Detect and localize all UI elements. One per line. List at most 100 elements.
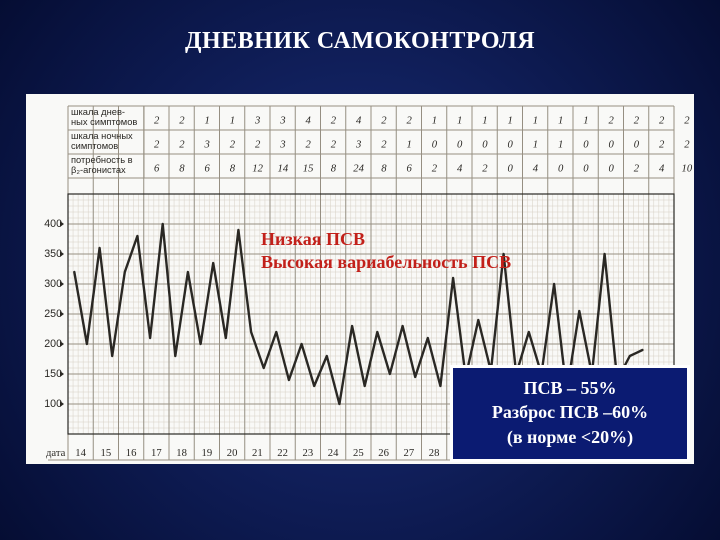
svg-text:2: 2 bbox=[634, 115, 640, 126]
svg-text:2: 2 bbox=[659, 115, 665, 126]
stat-psv-norm: (в норме <20%) bbox=[459, 425, 681, 449]
svg-text:21: 21 bbox=[252, 448, 263, 459]
svg-text:β₂-агонистах: β₂-агонистах bbox=[71, 165, 126, 175]
svg-text:22: 22 bbox=[277, 448, 288, 459]
svg-text:28: 28 bbox=[429, 448, 440, 459]
svg-text:6: 6 bbox=[406, 163, 412, 174]
svg-text:8: 8 bbox=[331, 163, 337, 174]
svg-text:300: 300 bbox=[44, 278, 62, 290]
svg-text:2: 2 bbox=[482, 163, 488, 174]
svg-text:8: 8 bbox=[179, 163, 185, 174]
svg-text:1: 1 bbox=[406, 139, 411, 150]
svg-text:шкала ночных: шкала ночных bbox=[71, 131, 133, 141]
svg-text:8: 8 bbox=[230, 163, 236, 174]
svg-text:2: 2 bbox=[381, 115, 387, 126]
svg-text:4: 4 bbox=[305, 115, 311, 126]
svg-text:6: 6 bbox=[154, 163, 160, 174]
svg-text:дата: дата bbox=[46, 448, 66, 459]
svg-text:200: 200 bbox=[44, 338, 62, 350]
svg-text:0: 0 bbox=[634, 139, 640, 150]
svg-text:250: 250 bbox=[44, 308, 62, 320]
svg-text:шкала днев-: шкала днев- bbox=[71, 107, 125, 117]
svg-text:17: 17 bbox=[151, 448, 162, 459]
overlay-line-2: Высокая вариабельность ПСВ bbox=[261, 251, 511, 274]
svg-text:14: 14 bbox=[75, 448, 86, 459]
stat-psv-value: ПСВ – 55% bbox=[459, 376, 681, 400]
svg-text:0: 0 bbox=[608, 163, 614, 174]
svg-text:2: 2 bbox=[659, 139, 665, 150]
svg-text:2: 2 bbox=[179, 139, 185, 150]
svg-text:1: 1 bbox=[558, 115, 563, 126]
svg-text:1: 1 bbox=[533, 139, 538, 150]
svg-text:2: 2 bbox=[305, 139, 311, 150]
svg-text:8: 8 bbox=[381, 163, 387, 174]
svg-text:24: 24 bbox=[353, 163, 364, 174]
svg-text:2: 2 bbox=[154, 115, 160, 126]
svg-text:3: 3 bbox=[279, 139, 285, 150]
svg-text:0: 0 bbox=[507, 139, 513, 150]
svg-text:4: 4 bbox=[659, 163, 665, 174]
svg-text:27: 27 bbox=[404, 448, 415, 459]
svg-text:2: 2 bbox=[154, 139, 160, 150]
psv-annotation: Низкая ПСВ Высокая вариабельность ПСВ bbox=[261, 228, 511, 275]
svg-text:1: 1 bbox=[507, 115, 512, 126]
svg-text:1: 1 bbox=[204, 115, 209, 126]
svg-text:1: 1 bbox=[230, 115, 235, 126]
svg-text:2: 2 bbox=[230, 139, 236, 150]
svg-text:1: 1 bbox=[432, 115, 437, 126]
svg-text:23: 23 bbox=[303, 448, 314, 459]
svg-text:400: 400 bbox=[44, 218, 62, 230]
svg-text:0: 0 bbox=[507, 163, 513, 174]
svg-text:1: 1 bbox=[533, 115, 538, 126]
svg-text:2: 2 bbox=[331, 115, 337, 126]
stat-psv-variability: Разброс ПСВ –60% bbox=[459, 400, 681, 424]
svg-text:2: 2 bbox=[608, 115, 614, 126]
svg-text:0: 0 bbox=[558, 163, 564, 174]
svg-text:1: 1 bbox=[457, 115, 462, 126]
svg-text:2: 2 bbox=[331, 139, 337, 150]
svg-text:0: 0 bbox=[583, 139, 589, 150]
svg-text:150: 150 bbox=[44, 368, 62, 380]
svg-text:2: 2 bbox=[381, 139, 387, 150]
svg-text:3: 3 bbox=[203, 139, 209, 150]
svg-text:100: 100 bbox=[44, 398, 62, 410]
svg-text:0: 0 bbox=[482, 139, 488, 150]
svg-text:2: 2 bbox=[406, 115, 412, 126]
overlay-line-1: Низкая ПСВ bbox=[261, 228, 511, 251]
svg-text:потребность в: потребность в bbox=[71, 155, 133, 165]
svg-text:24: 24 bbox=[328, 448, 339, 459]
svg-text:0: 0 bbox=[583, 163, 589, 174]
svg-text:0: 0 bbox=[432, 139, 438, 150]
svg-text:2: 2 bbox=[255, 139, 261, 150]
psv-stats-box: ПСВ – 55% Разброс ПСВ –60% (в норме <20%… bbox=[450, 365, 690, 462]
svg-text:2: 2 bbox=[432, 163, 438, 174]
svg-text:14: 14 bbox=[278, 163, 289, 174]
svg-text:4: 4 bbox=[457, 163, 463, 174]
svg-text:10: 10 bbox=[682, 163, 693, 174]
svg-text:15: 15 bbox=[303, 163, 314, 174]
svg-text:20: 20 bbox=[227, 448, 238, 459]
svg-text:2: 2 bbox=[179, 115, 185, 126]
svg-text:2: 2 bbox=[684, 139, 690, 150]
svg-text:3: 3 bbox=[355, 139, 361, 150]
svg-text:0: 0 bbox=[457, 139, 463, 150]
svg-text:18: 18 bbox=[176, 448, 187, 459]
svg-text:3: 3 bbox=[254, 115, 260, 126]
svg-text:12: 12 bbox=[252, 163, 263, 174]
svg-text:4: 4 bbox=[533, 163, 539, 174]
svg-text:3: 3 bbox=[279, 115, 285, 126]
svg-text:1: 1 bbox=[482, 115, 487, 126]
svg-text:350: 350 bbox=[44, 248, 62, 260]
svg-text:1: 1 bbox=[583, 115, 588, 126]
svg-text:15: 15 bbox=[101, 448, 112, 459]
svg-text:1: 1 bbox=[558, 139, 563, 150]
svg-text:2: 2 bbox=[684, 115, 690, 126]
svg-text:0: 0 bbox=[608, 139, 614, 150]
svg-text:19: 19 bbox=[202, 448, 213, 459]
svg-text:26: 26 bbox=[378, 448, 389, 459]
page-title: ДНЕВНИК САМОКОНТРОЛЯ bbox=[0, 28, 720, 55]
svg-text:2: 2 bbox=[634, 163, 640, 174]
svg-text:4: 4 bbox=[356, 115, 362, 126]
svg-text:ных симптомов: ных симптомов bbox=[71, 117, 137, 127]
svg-text:6: 6 bbox=[204, 163, 210, 174]
